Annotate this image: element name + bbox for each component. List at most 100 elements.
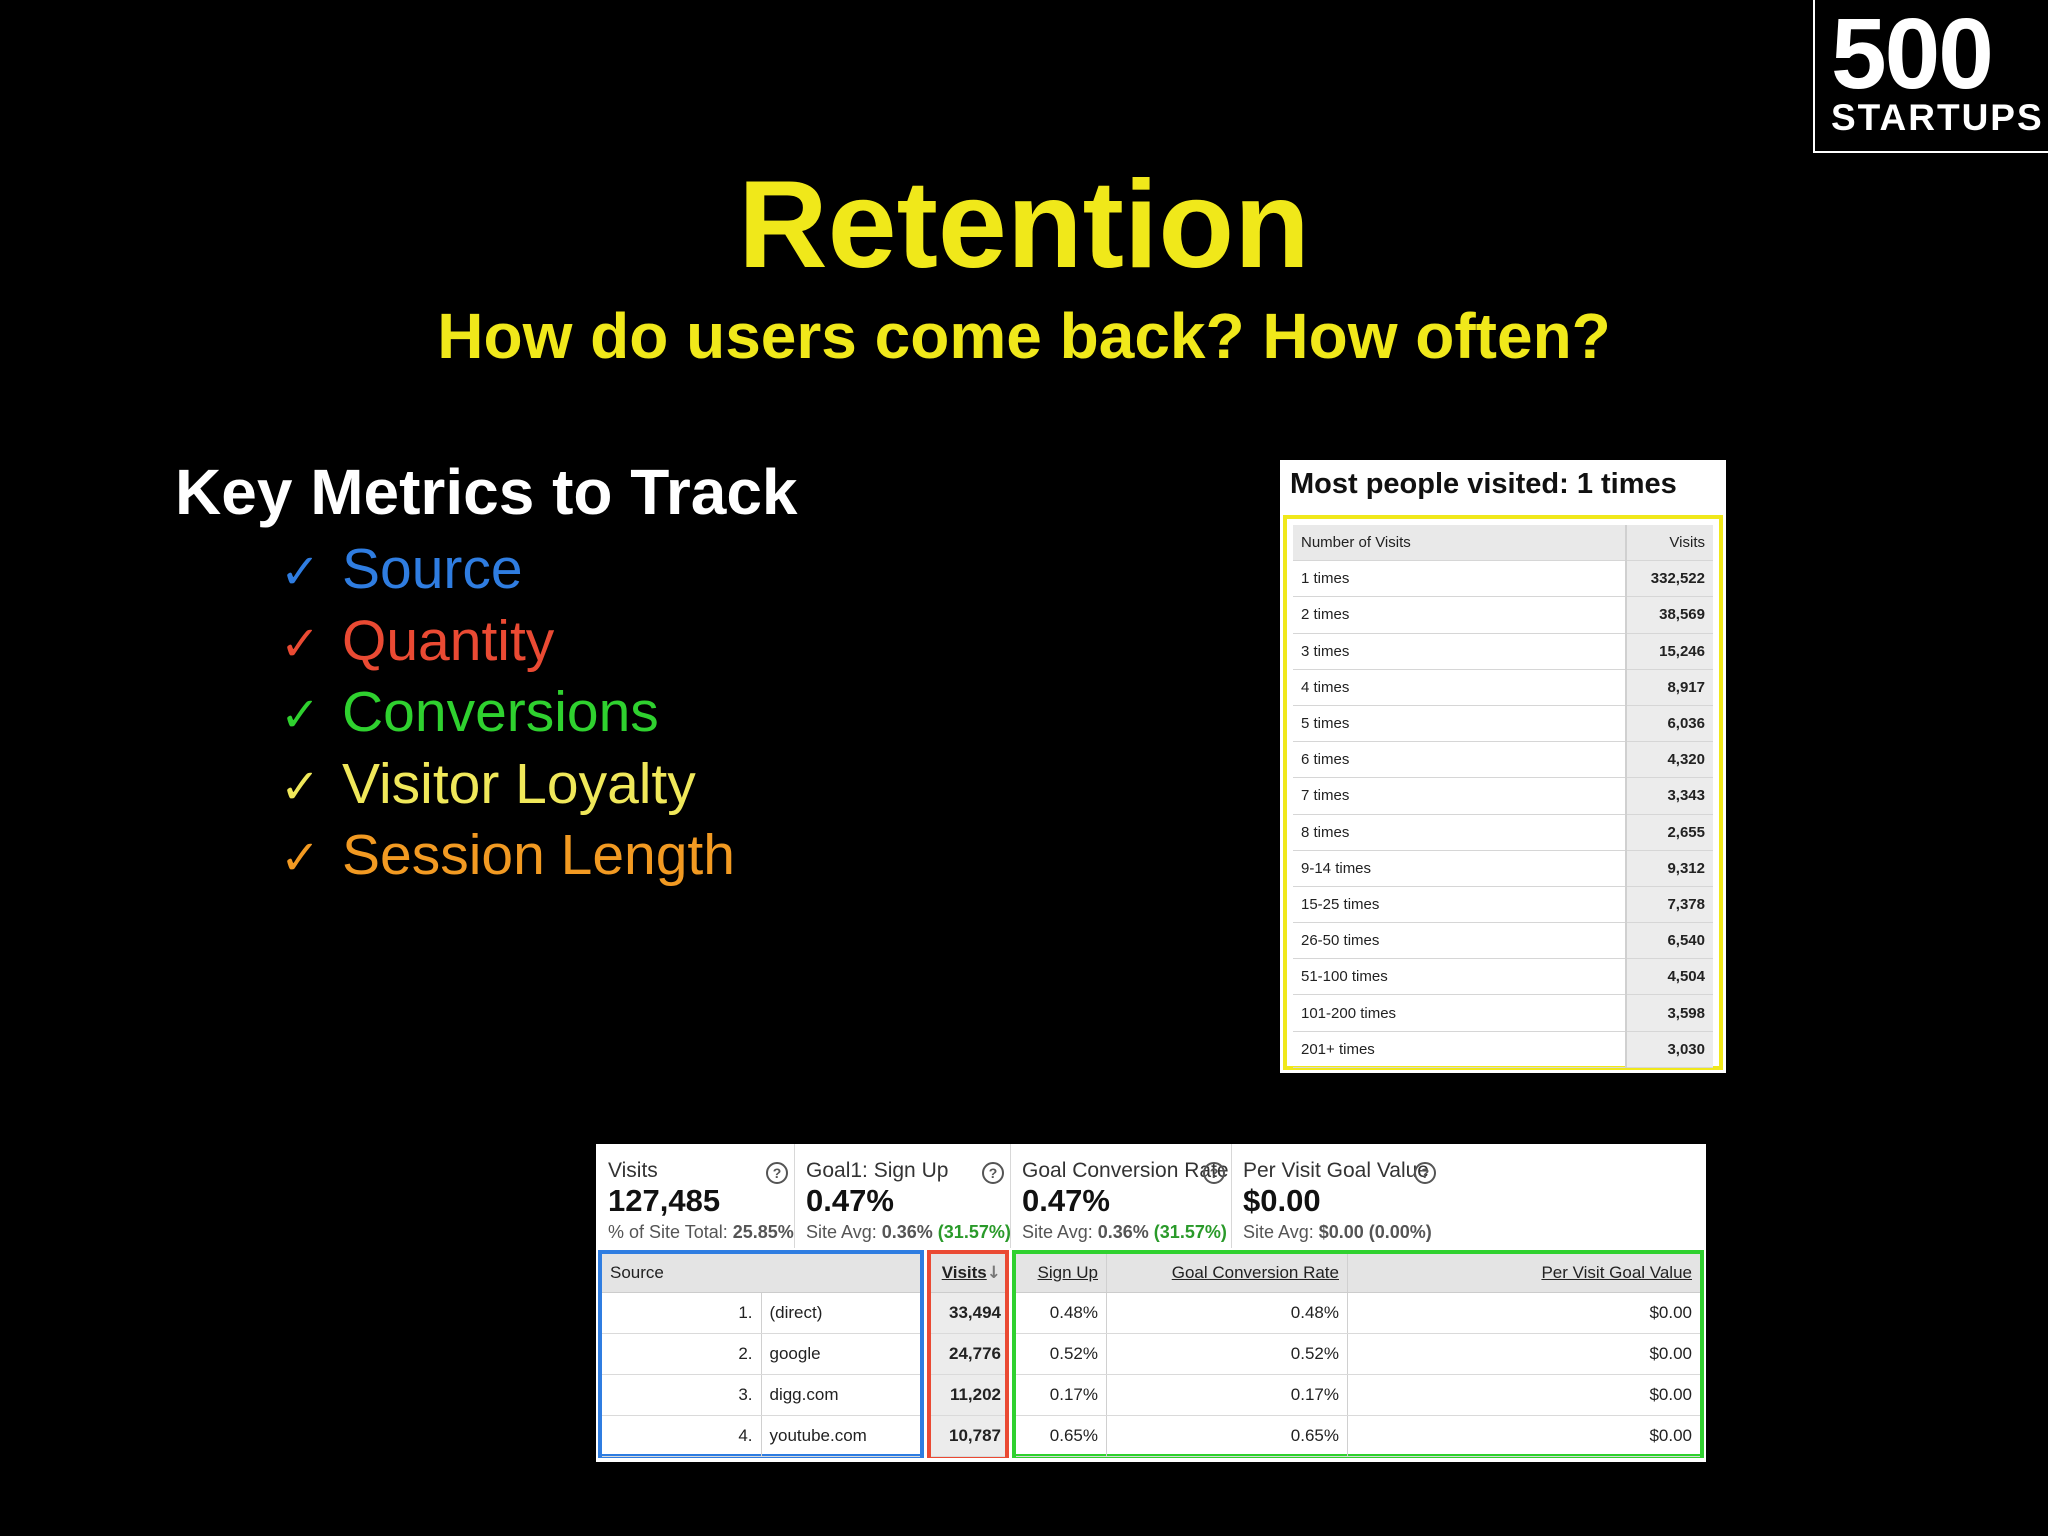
help-icon[interactable]: ? xyxy=(1414,1162,1436,1184)
table-row: 11,202 xyxy=(931,1374,1005,1416)
goals-table: Sign Up Goal Conversion Rate Per Visit G… xyxy=(1016,1254,1700,1457)
summary-subtext: Site Avg: 0.36% (31.57%) xyxy=(806,1220,1011,1244)
visits-table-header-row: Number of Visits Visits xyxy=(1293,525,1713,562)
summary-value: 0.47% xyxy=(1022,1183,1110,1218)
table-row: 0.52% 0.52% $0.00 xyxy=(1016,1333,1700,1375)
goals-highlight-box: Sign Up Goal Conversion Rate Per Visit G… xyxy=(1012,1250,1704,1458)
summary-sub-percent: (31.57%) xyxy=(937,1222,1011,1242)
summary-label: Per Visit Goal Value xyxy=(1243,1159,1429,1182)
column-header-source: Source xyxy=(602,1254,920,1293)
table-row: 33,494 xyxy=(931,1292,1005,1334)
metric-label: Quantity xyxy=(342,608,555,673)
summary-sub-value: $0.00 (0.00%) xyxy=(1318,1222,1432,1242)
table-row: 0.17% 0.17% $0.00 xyxy=(1016,1374,1700,1416)
table-row: 101-200 times 3,598 xyxy=(1293,994,1713,1032)
table-row: 4 times 8,917 xyxy=(1293,669,1713,706)
visit-count-label: 8 times xyxy=(1293,814,1626,851)
summary-value: 127,485 xyxy=(608,1183,721,1218)
metric-label: Visitor Loyalty xyxy=(342,751,696,816)
sign-up-value: 0.17% xyxy=(1016,1374,1107,1416)
metrics-list: ✓ Source ✓ Quantity ✓ Conversions ✓ Visitor Loy… xyxy=(280,534,735,892)
help-icon[interactable]: ? xyxy=(1203,1162,1225,1184)
visit-count-value: 9,312 xyxy=(1625,850,1713,887)
visit-count-value: 6,036 xyxy=(1625,705,1713,743)
slide-title: Retention xyxy=(738,156,1310,294)
source-table: Source 1. (direct) 2. google 3. digg.com 4. you… xyxy=(602,1254,920,1457)
visit-count-value: 38,569 xyxy=(1625,596,1713,634)
table-row: 0.48% 0.48% $0.00 xyxy=(1016,1292,1700,1334)
logo-word: STARTUPS xyxy=(1831,97,2044,138)
visits-header-label: Visits xyxy=(941,1263,987,1282)
visits-value: 11,202 xyxy=(931,1374,1005,1416)
summary-cell: Visits 127,485% of Site Total: 25.85% ? xyxy=(596,1144,795,1248)
metric-label: Source xyxy=(342,537,523,601)
summary-cell: Goal1: Sign Up 0.47% Site Avg: 0.36% (31.5… xyxy=(794,1144,1011,1248)
source-link[interactable]: google xyxy=(760,1333,920,1375)
column-header-per-visit-goal-value[interactable]: Per Visit Goal Value xyxy=(1347,1254,1700,1293)
source-link[interactable]: youtube.com xyxy=(760,1415,920,1457)
goals-table-body: 0.48% 0.48% $0.00 0.52% 0.52% $0.00 0.17% 0.17%… xyxy=(1016,1292,1700,1457)
visit-count-label: 1 times xyxy=(1293,560,1626,598)
visit-count-label: 6 times xyxy=(1293,741,1626,779)
per-visit-goal-value: $0.00 xyxy=(1347,1292,1700,1334)
column-header-goal-conversion-rate[interactable]: Goal Conversion Rate xyxy=(1106,1254,1348,1293)
summary-sub-value: 0.36% xyxy=(881,1222,933,1242)
check-icon: ✓ xyxy=(280,758,321,815)
visits-table-body: 1 times 332,522 2 times 38,569 3 times 15,246… xyxy=(1293,560,1713,1068)
summary-subtext: Site Avg: $0.00 (0.00%) xyxy=(1243,1220,1432,1244)
table-row: 24,776 xyxy=(931,1333,1005,1375)
row-rank: 2. xyxy=(602,1333,761,1375)
metric-item: ✓ Visitor Loyalty xyxy=(280,749,735,821)
source-link[interactable]: (direct) xyxy=(760,1292,920,1334)
summary-label: Goal Conversion Rate xyxy=(1022,1159,1229,1182)
summary-value: $0.00 xyxy=(1243,1183,1321,1218)
table-row: 1 times 332,522 xyxy=(1293,560,1713,598)
logo-500-startups: 500 STARTUPS xyxy=(1813,0,2048,153)
visit-count-value: 4,320 xyxy=(1625,741,1713,779)
help-icon[interactable]: ? xyxy=(766,1162,788,1184)
column-header-sign-up[interactable]: Sign Up xyxy=(1016,1254,1107,1293)
visits-value: 24,776 xyxy=(931,1333,1005,1375)
summary-sub-value: 25.85% xyxy=(732,1222,794,1242)
visits-highlight-box: Visits↓ 33,494 24,776 11,202 10,787 xyxy=(927,1250,1009,1458)
visits-table: Number of Visits Visits 1 times 332,522 2 … xyxy=(1293,525,1713,1068)
table-row: 10,787 xyxy=(931,1415,1005,1457)
visit-count-value: 332,522 xyxy=(1625,560,1713,598)
table-row: 1. (direct) xyxy=(602,1292,920,1334)
summary-label: Visits xyxy=(608,1159,658,1182)
table-row: 0.65% 0.65% $0.00 xyxy=(1016,1415,1700,1457)
visit-count-label: 9-14 times xyxy=(1293,850,1626,887)
per-visit-goal-value: $0.00 xyxy=(1347,1415,1700,1457)
check-icon: ✓ xyxy=(280,615,321,672)
visit-count-value: 8,917 xyxy=(1625,669,1713,706)
visit-count-label: 101-200 times xyxy=(1293,994,1626,1032)
column-header-visits: Visits xyxy=(1625,525,1713,562)
table-row: 201+ times 3,030 xyxy=(1293,1031,1713,1068)
visit-count-label: 3 times xyxy=(1293,633,1626,670)
help-icon[interactable]: ? xyxy=(982,1162,1004,1184)
check-icon: ✓ xyxy=(280,830,321,886)
metric-label: Session Length xyxy=(342,823,735,887)
table-row: 7 times 3,343 xyxy=(1293,777,1713,815)
row-rank: 4. xyxy=(602,1415,761,1457)
summary-sub-percent: (31.57%) xyxy=(1153,1222,1227,1242)
table-row: 2 times 38,569 xyxy=(1293,596,1713,634)
visits-panel-header: Most people visited: 1 times xyxy=(1290,468,1677,500)
sign-up-value: 0.48% xyxy=(1016,1292,1107,1334)
table-row: 15-25 times 7,378 xyxy=(1293,886,1713,924)
visits-column-body: 33,494 24,776 11,202 10,787 xyxy=(931,1292,1005,1457)
visit-count-value: 4,504 xyxy=(1625,958,1713,996)
column-header-visits-sorted[interactable]: Visits↓ xyxy=(931,1254,1005,1293)
summary-sub-prefix: Site Avg: xyxy=(1022,1222,1093,1242)
source-link[interactable]: digg.com xyxy=(760,1374,920,1416)
visit-count-label: 5 times xyxy=(1293,705,1626,743)
table-row: 3. digg.com xyxy=(602,1374,920,1416)
visits-value: 10,787 xyxy=(931,1415,1005,1457)
visit-count-value: 3,343 xyxy=(1625,777,1713,815)
goal-conversion-rate-value: 0.52% xyxy=(1106,1333,1348,1375)
visit-count-value: 15,246 xyxy=(1625,633,1713,670)
source-highlight-box: Source 1. (direct) 2. google 3. digg.com 4. you… xyxy=(598,1250,924,1458)
table-row: 2. google xyxy=(602,1333,920,1375)
summary-subtext: % of Site Total: 25.85% xyxy=(608,1220,794,1244)
sort-descending-icon: ↓ xyxy=(986,1263,1001,1283)
